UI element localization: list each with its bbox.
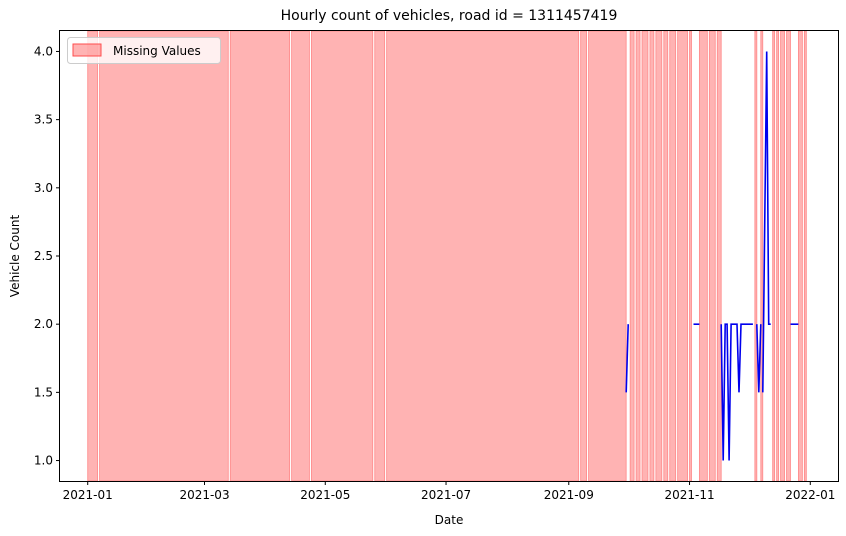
missing-span-25	[780, 30, 785, 482]
missing-span-26	[786, 30, 791, 482]
missing-span-21	[754, 30, 758, 482]
missing-span-8	[588, 30, 627, 482]
y-tick-label-6: 4.0	[34, 44, 53, 58]
missing-span-16	[677, 30, 688, 482]
x-tick-label-2: 2021-05	[300, 488, 350, 502]
missing-span-4	[311, 30, 374, 482]
missing-span-1	[99, 30, 229, 482]
series-segment-2	[720, 323, 753, 461]
missing-span-18	[699, 30, 708, 482]
missing-span-22	[760, 30, 764, 482]
y-axis-label: Vehicle Count	[8, 215, 22, 298]
x-tick-label-1: 2021-03	[179, 488, 229, 502]
missing-span-15	[669, 30, 677, 482]
missing-span-2	[229, 30, 291, 482]
missing-span-14	[663, 30, 669, 482]
y-tick-label-5: 3.5	[34, 113, 53, 127]
x-tick-label-0: 2021-01	[63, 488, 113, 502]
y-tick-label-4: 3.0	[34, 181, 53, 195]
missing-span-20	[716, 30, 722, 482]
y-tick-label-2: 2.0	[34, 317, 53, 331]
missing-span-6	[386, 30, 580, 482]
x-tick-label-6: 2022-01	[785, 488, 835, 502]
series-segment-4	[762, 51, 771, 393]
missing-span-9	[629, 30, 635, 482]
y-tick-label-1: 1.5	[34, 385, 53, 399]
y-axis: 1.0 1.5 2.0 2.5 3.0 3.5 4.0	[34, 44, 60, 468]
missing-span-27	[798, 30, 803, 482]
legend: Missing Values	[67, 37, 221, 64]
y-tick-label-0: 1.0	[34, 454, 53, 468]
x-axis: 2021-01 2021-03 2021-05 2021-07 2021-09 2021-…	[63, 481, 835, 502]
x-axis-label: Date	[435, 513, 464, 527]
missing-span-13	[655, 30, 663, 482]
missing-span-11	[641, 30, 649, 482]
series-segment-3	[756, 324, 762, 393]
missing-span-23	[772, 30, 776, 482]
series-segment-0	[625, 324, 629, 393]
y-tick-label-3: 2.5	[34, 249, 53, 263]
legend-swatch-missing-values	[72, 43, 102, 57]
x-tick-label-5: 2021-11	[664, 488, 714, 502]
legend-label-missing-values: Missing Values	[113, 44, 201, 58]
x-tick-label-4: 2021-09	[544, 488, 594, 502]
missing-span-0	[87, 30, 99, 482]
missing-span-12	[649, 30, 655, 482]
missing-span-17	[689, 30, 692, 482]
legend-box	[67, 37, 221, 64]
missing-span-7	[580, 30, 587, 482]
missing-span-10	[635, 30, 641, 482]
missing-span-28	[803, 30, 807, 482]
missing-value-spans	[87, 30, 807, 482]
chart-title: Hourly count of vehicles, road id = 1311…	[281, 8, 618, 24]
series-lines	[625, 51, 799, 461]
missing-span-24	[776, 30, 780, 482]
missing-span-5	[374, 30, 386, 482]
missing-span-3	[291, 30, 310, 482]
x-tick-label-3: 2021-07	[421, 488, 471, 502]
missing-span-19	[708, 30, 716, 482]
